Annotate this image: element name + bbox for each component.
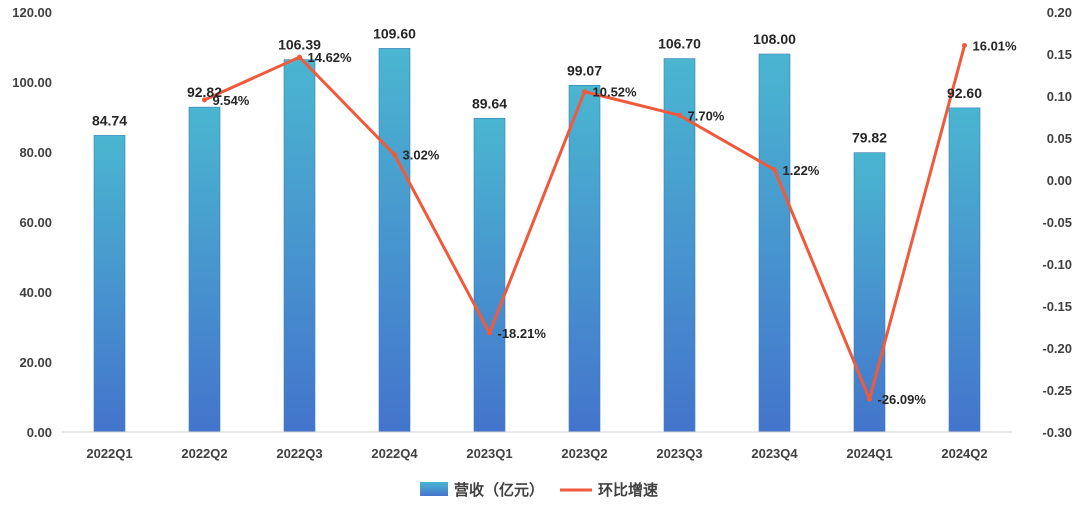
bar-2023Q4[interactable] [758, 53, 791, 433]
legend[interactable]: 营收（亿元） 环比增速 [420, 481, 658, 499]
line-point-2023Q4[interactable] [772, 167, 777, 173]
line-value-label: 3.02% [403, 148, 440, 163]
right-axis-tick-label: -0.10 [1042, 257, 1072, 272]
line-value-label: 16.01% [973, 39, 1018, 54]
legend-bar-label: 营收（亿元） [454, 481, 544, 499]
right-axis-tick-label: 0.20 [1047, 5, 1072, 20]
bar-2022Q4[interactable] [378, 48, 411, 433]
bar-value-label: 99.07 [567, 62, 602, 78]
line-value-label: 14.62% [308, 50, 353, 65]
bar-value-label: 92.60 [947, 85, 982, 101]
bar-value-label: 109.60 [373, 25, 416, 41]
bar-value-label: 84.74 [92, 112, 127, 128]
left-axis: 0.00 20.00 40.00 60.00 80.00 100.00 120.00 [12, 5, 52, 440]
line-value-label: -26.09% [878, 392, 927, 407]
data-labels: 84.74 92.82 106.39 109.60 89.64 99.07 106.70 10… [92, 25, 1017, 407]
line-value-label: 10.52% [593, 85, 638, 100]
right-axis: -0.30 -0.25 -0.20 -0.15 -0.10 -0.05 0.00 0.05 0.… [1042, 5, 1072, 440]
left-axis-tick-label: 0.00 [27, 425, 52, 440]
left-axis-tick-label: 80.00 [19, 145, 52, 160]
bar-2024Q1[interactable] [853, 152, 886, 433]
bar-value-label: 106.70 [658, 36, 701, 52]
x-axis-tick-label: 2023Q2 [561, 446, 607, 461]
left-axis-tick-label: 40.00 [19, 285, 52, 300]
bar-series [93, 48, 981, 433]
right-axis-tick-label: 0.15 [1047, 47, 1072, 62]
line-point-2023Q1[interactable] [487, 330, 492, 336]
right-axis-tick-label: -0.05 [1042, 215, 1072, 230]
bar-value-label: 92.82 [187, 84, 222, 100]
legend-bar-swatch [420, 482, 448, 496]
x-axis-tick-label: 2024Q1 [846, 446, 892, 461]
x-axis-tick-label: 2022Q4 [371, 446, 418, 461]
line-value-label: 7.70% [688, 108, 725, 123]
left-axis-tick-label: 120.00 [12, 5, 52, 20]
bar-2023Q1[interactable] [473, 117, 506, 433]
x-axis-tick-label: 2022Q2 [181, 446, 227, 461]
right-axis-tick-label: -0.20 [1042, 341, 1072, 356]
left-axis-tick-label: 20.00 [19, 355, 52, 370]
left-axis-tick-label: 60.00 [19, 215, 52, 230]
line-value-label: 9.54% [213, 93, 250, 108]
line-point-2023Q3[interactable] [677, 112, 682, 118]
line-value-label: 1.22% [783, 163, 820, 178]
left-axis-tick-label: 100.00 [12, 75, 52, 90]
bar-2022Q1[interactable] [93, 135, 126, 433]
bar-value-label: 108.00 [753, 31, 796, 47]
x-axis-tick-label: 2024Q2 [941, 446, 987, 461]
line-point-2022Q2[interactable] [202, 97, 207, 103]
bar-value-label: 79.82 [852, 130, 887, 146]
right-axis-tick-label: 0.00 [1047, 173, 1072, 188]
bar-2022Q2[interactable] [188, 106, 221, 433]
bar-value-label: 106.39 [278, 37, 321, 53]
right-axis-tick-label: -0.15 [1042, 299, 1072, 314]
line-value-label: -18.21% [498, 326, 547, 341]
legend-line-label: 环比增速 [598, 481, 658, 499]
line-point-2024Q2[interactable] [962, 43, 967, 49]
bar-2024Q2[interactable] [948, 107, 981, 433]
x-axis-tick-label: 2022Q3 [276, 446, 322, 461]
line-point-2024Q1[interactable] [867, 396, 872, 402]
bar-value-label: 89.64 [472, 95, 507, 111]
line-point-2023Q2[interactable] [582, 89, 587, 95]
right-axis-tick-label: 0.10 [1047, 89, 1072, 104]
line-point-2022Q4[interactable] [392, 152, 397, 158]
x-axis-tick-label: 2023Q4 [751, 446, 798, 461]
x-axis-tick-label: 2022Q1 [86, 446, 132, 461]
line-series [202, 43, 967, 402]
bar-2023Q2[interactable] [568, 84, 601, 433]
right-axis-tick-label: -0.25 [1042, 383, 1072, 398]
x-axis: 2022Q1 2022Q2 2022Q3 2022Q4 2023Q1 2023Q2 2023… [62, 431, 1012, 461]
x-axis-tick-label: 2023Q3 [656, 446, 702, 461]
x-axis-tick-label: 2023Q1 [466, 446, 512, 461]
line-point-2022Q3[interactable] [297, 54, 302, 60]
right-axis-tick-label: -0.30 [1042, 425, 1072, 440]
bar-2022Q3[interactable] [283, 59, 316, 433]
right-axis-tick-label: 0.05 [1047, 131, 1072, 146]
